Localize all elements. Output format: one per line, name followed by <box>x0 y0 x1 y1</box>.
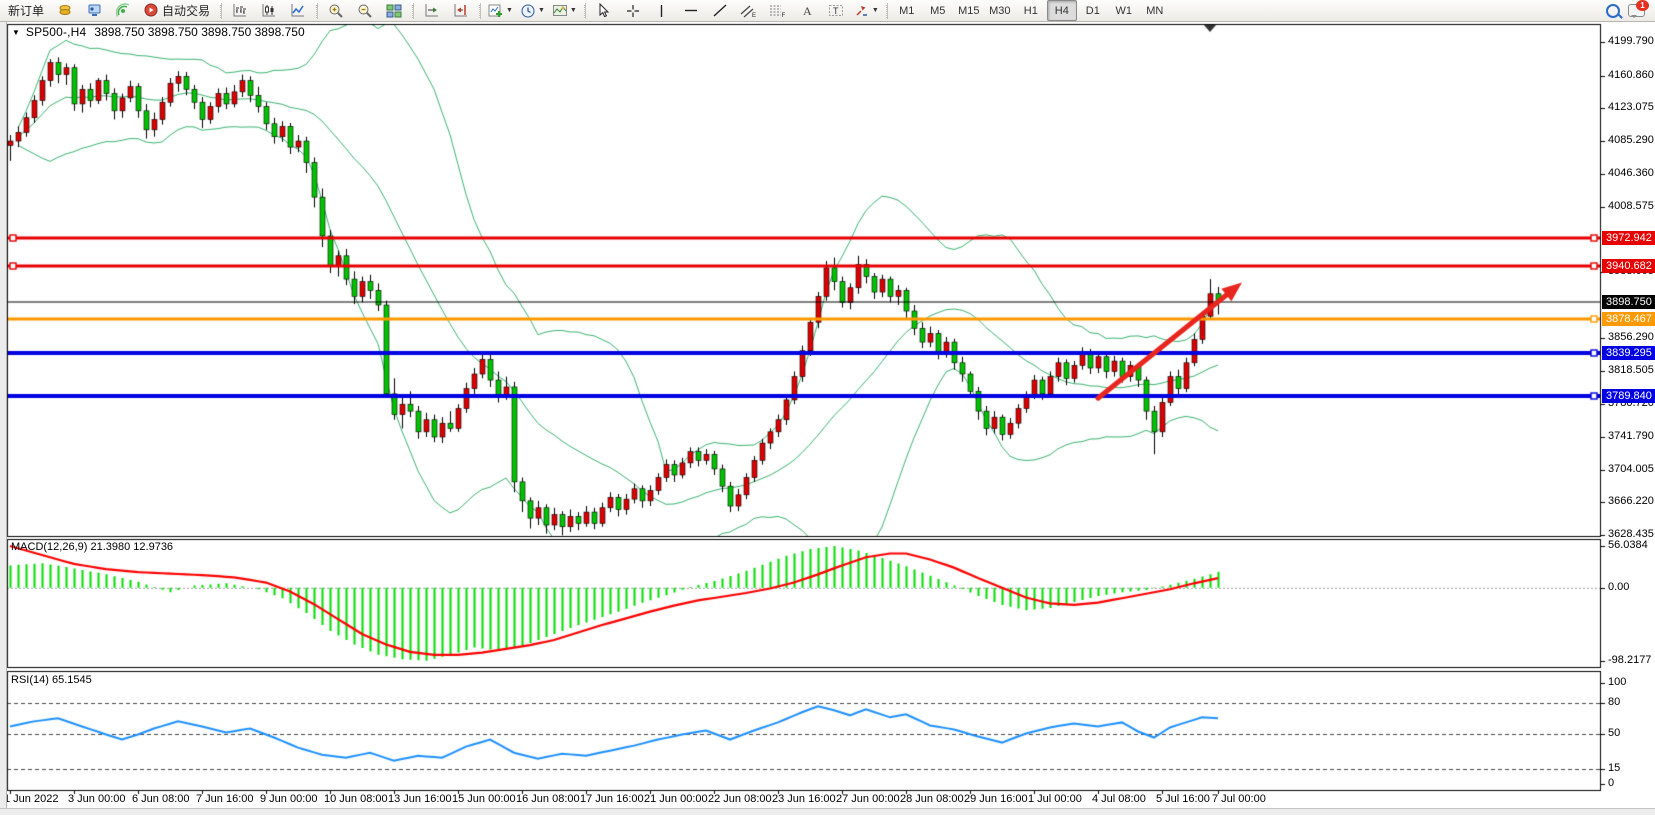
svg-text:E: E <box>752 13 756 18</box>
timeframe-h1-button[interactable]: H1 <box>1023 4 1038 17</box>
toolbar-separator <box>316 2 319 19</box>
coins-icon[interactable] <box>51 0 79 21</box>
timeframe-mn-button[interactable]: MN <box>1146 4 1164 17</box>
timeframe-m5-button[interactable]: M5 <box>930 4 946 17</box>
autotrading-label: 自动交易 <box>162 4 211 18</box>
timeframe-d1-button[interactable]: D1 <box>1085 4 1100 17</box>
chevron-down-icon: ▼ <box>506 7 513 14</box>
toolbar-separator <box>220 2 223 19</box>
toolbar-separator <box>412 2 415 19</box>
timeframe-m30-button[interactable]: M30 <box>989 4 1011 17</box>
fibonacci-icon[interactable]: F <box>764 0 792 21</box>
periods-icon[interactable]: ▼ <box>517 0 548 21</box>
svg-text:T: T <box>833 6 839 16</box>
toolbar-separator <box>479 2 482 19</box>
terminal-icon[interactable] <box>80 0 108 21</box>
templates-icon[interactable]: ▼ <box>549 0 580 21</box>
vertical-line-icon[interactable] <box>648 0 676 21</box>
equidistant-channel-icon[interactable]: E <box>735 0 763 21</box>
timeframe-h4-button[interactable]: H4 <box>1046 0 1077 21</box>
tile-windows-icon[interactable] <box>380 0 408 21</box>
candlestick-chart-icon[interactable] <box>255 0 283 21</box>
cursor-icon[interactable] <box>590 0 618 21</box>
toolbar-separator <box>885 2 888 19</box>
svg-text:F: F <box>782 13 786 18</box>
add-indicator-icon[interactable]: ▼ <box>485 0 516 21</box>
bar-chart-icon[interactable] <box>226 0 254 21</box>
chevron-down-icon: ▼ <box>569 7 577 14</box>
new-order-button[interactable]: 新订单 <box>8 4 45 18</box>
timeframe-w1-button[interactable]: W1 <box>1115 4 1133 17</box>
arrows-icon[interactable]: ▼ <box>851 0 882 21</box>
chart-shift-icon[interactable] <box>447 0 475 21</box>
signals-icon[interactable] <box>109 0 137 21</box>
notifications-icon[interactable]: 1 <box>1628 0 1649 18</box>
line-chart-icon[interactable] <box>284 0 312 21</box>
chevron-down-icon: ▼ <box>537 7 545 14</box>
chevron-down-icon: ▼ <box>871 7 879 14</box>
crosshair-icon[interactable] <box>619 0 647 21</box>
toolbar-right: 1 <box>1606 0 1653 18</box>
window-left-edge <box>0 22 7 808</box>
toolbar-separator <box>583 2 586 19</box>
text-label-icon[interactable]: T <box>822 0 850 21</box>
main-toolbar: 新订单 自动交易 ▼ ▼ ▼ E F A T ▼ M1 M5 M15 M30 H1 H4 D1 W1 MN 1 <box>0 0 1655 22</box>
auto-scroll-icon[interactable] <box>418 0 446 21</box>
horizontal-line-icon[interactable] <box>677 0 705 21</box>
window-bottom-edge <box>0 808 1655 815</box>
timeframe-m15-button[interactable]: M15 <box>958 4 980 17</box>
zoom-in-icon[interactable] <box>322 0 350 21</box>
notification-count-badge: 1 <box>1636 0 1649 11</box>
timeframe-m1-button[interactable]: M1 <box>899 4 915 17</box>
trendline-icon[interactable] <box>706 0 734 21</box>
svg-text:A: A <box>803 4 812 18</box>
text-icon[interactable]: A <box>793 0 821 21</box>
autotrading-button[interactable]: 自动交易 <box>138 0 216 21</box>
search-icon[interactable] <box>1606 3 1620 18</box>
zoom-out-icon[interactable] <box>351 0 379 21</box>
